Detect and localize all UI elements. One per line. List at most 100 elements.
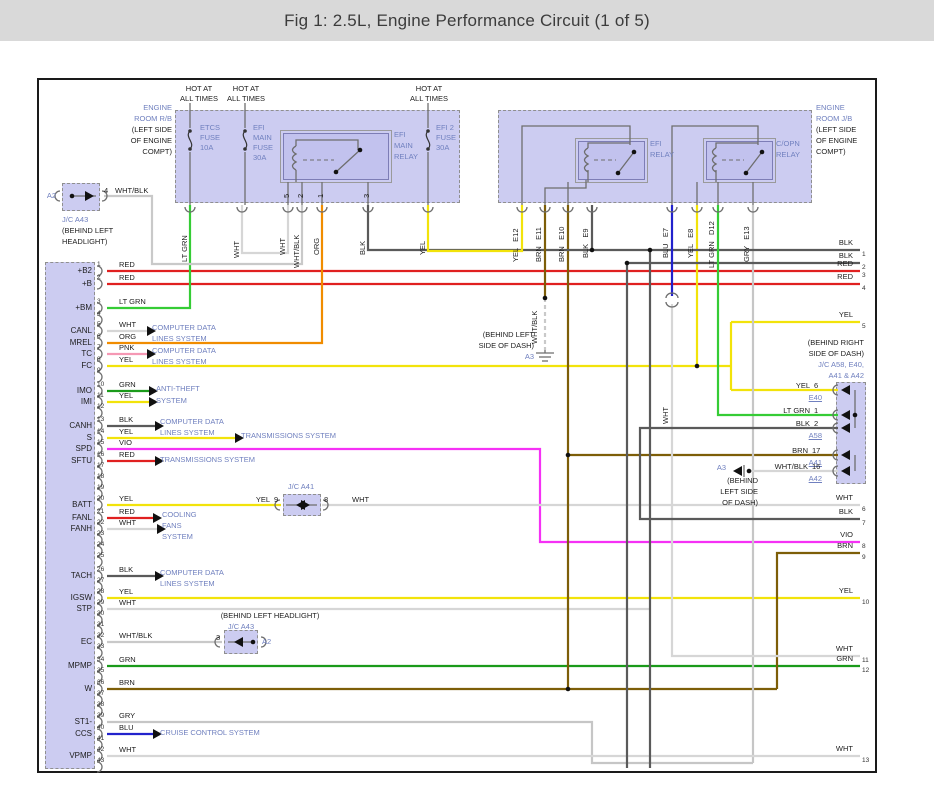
label: SIDE OF DASH)	[808, 349, 864, 358]
wire-color-label: YEL	[838, 310, 853, 319]
wire-color-label: RED	[837, 272, 853, 281]
arrow-icon	[147, 349, 156, 359]
arrow-icon	[155, 571, 164, 581]
connector-pin-icon	[96, 325, 103, 337]
system-link-label: COMPUTER DATA	[160, 417, 224, 426]
ecm-pin-number: 36	[97, 679, 105, 686]
connector-pin-icon	[96, 265, 103, 277]
connector-pin-icon	[96, 488, 103, 500]
connector-pin-icon	[184, 206, 196, 213]
junction-dot	[565, 686, 571, 692]
efi2-fuse-label: EFI 2	[436, 123, 454, 132]
fuse-icon	[426, 147, 430, 151]
label: SYSTEM	[162, 532, 193, 541]
a42-link[interactable]: A42	[808, 474, 822, 483]
junction-dot	[624, 260, 630, 266]
wire-color-label: YEL	[795, 381, 810, 390]
ecm-pin-number: 5	[97, 321, 101, 328]
wire	[671, 125, 759, 205]
junction-dot	[852, 412, 858, 418]
label: RELAY	[650, 150, 675, 159]
ecm-pin-name: IGSW	[70, 593, 92, 602]
edge-pin-number: 12	[862, 667, 870, 674]
ecm-pin-number: 19	[97, 484, 105, 491]
system-link-label: COMPUTER DATA	[152, 346, 216, 355]
connector-pin-icon	[96, 523, 103, 535]
efi-main-relay-outline	[280, 130, 392, 183]
wire-color-label: YEL E8	[686, 228, 695, 258]
pin-number: 16	[812, 462, 821, 471]
connector-pin-icon	[712, 206, 724, 213]
connector-pin-icon	[96, 371, 103, 383]
ecm-pin-number: 16	[97, 451, 105, 458]
wire-color-label: BLK	[119, 565, 134, 574]
connector-pin-icon	[96, 614, 103, 626]
engine-room-rb-title: ROOM R/B	[134, 114, 172, 123]
pin-number: 6	[814, 381, 819, 390]
wire	[426, 205, 524, 253]
wire-color-label: BLK	[119, 415, 134, 424]
wire-color-label: PNK	[119, 343, 135, 352]
jc-a43-mid-label: J/C A43	[227, 622, 255, 631]
ecm-pin-name: +BM	[75, 303, 92, 312]
ecm-pin-name: SFTU	[71, 456, 92, 465]
wire-color-label: YEL	[119, 494, 134, 503]
connector-pin-icon	[96, 432, 103, 444]
ecm-pin-number: 26	[97, 566, 105, 573]
label: (BEHIND RIGHT	[807, 338, 864, 347]
ecm-pin-name: TC	[81, 349, 92, 358]
connector-pin-icon	[322, 499, 329, 511]
connector-pin-icon	[562, 206, 574, 213]
edge-pin-number: 5	[862, 323, 866, 330]
connector-pin-icon	[96, 647, 103, 659]
connector-pin-icon	[832, 409, 839, 421]
arrow-icon	[841, 466, 850, 476]
ecm-pin-name: EC	[80, 637, 92, 646]
label: FUSE	[253, 143, 274, 152]
edge-pin-number: 8	[862, 543, 866, 550]
label: COMPT)	[142, 147, 172, 156]
ecm-pin-number: 11	[97, 392, 104, 399]
relay-coil-icon	[711, 147, 718, 173]
ecm-pin-number: 35	[97, 667, 105, 674]
edge-pin-number: 3	[862, 272, 866, 279]
connector-pin-icon	[96, 581, 103, 593]
arrow-icon	[153, 729, 162, 739]
label: LINES SYSTEM	[152, 357, 207, 366]
junction-dot	[589, 247, 595, 253]
ecm-pin-number: 43	[97, 757, 105, 764]
wire-color-label: GRY	[119, 711, 136, 720]
wire	[670, 304, 860, 658]
connector-pin-icon	[96, 360, 103, 372]
a58-link[interactable]: A58	[808, 431, 822, 440]
connector-pin-icon	[747, 206, 759, 213]
connector-pin-icon	[274, 499, 281, 511]
ecm-pin-number: 34	[97, 656, 105, 663]
edge-pin-number: 2	[862, 264, 866, 271]
connector-pin-icon	[96, 512, 103, 524]
connector-pin-icon	[96, 761, 103, 773]
wire	[295, 139, 359, 150]
pin-number: 3	[216, 633, 221, 642]
jc-a41-label: J/C A41	[287, 482, 315, 491]
a41-link[interactable]: A41	[808, 458, 822, 467]
e40-link[interactable]: E40	[808, 393, 822, 402]
ground-a3-label: A3	[524, 352, 534, 361]
wire-color-label: GRN	[119, 380, 136, 389]
ecm-pin-number: 15	[97, 439, 105, 446]
ecm-pin-name: FANL	[71, 513, 92, 522]
label: OF ENGINE	[816, 136, 858, 145]
connector-pin-icon	[96, 477, 103, 489]
wire-color-label: WHT	[232, 240, 241, 258]
connector-pin-icon	[665, 292, 679, 299]
connector-pin-icon	[96, 466, 103, 478]
jc-a43-label: J/C A43	[62, 215, 89, 224]
wire-color-label: YEL	[119, 587, 134, 596]
wire-color-label: ORG	[312, 237, 321, 255]
system-link-label: ANTI-THEFT	[156, 384, 200, 393]
wire-color-label: WHT	[835, 493, 853, 502]
junction-dot	[743, 170, 749, 176]
label: (LEFT SIDE	[131, 125, 172, 134]
power-label: HOT AT	[232, 84, 260, 93]
junction-dot	[746, 468, 752, 474]
